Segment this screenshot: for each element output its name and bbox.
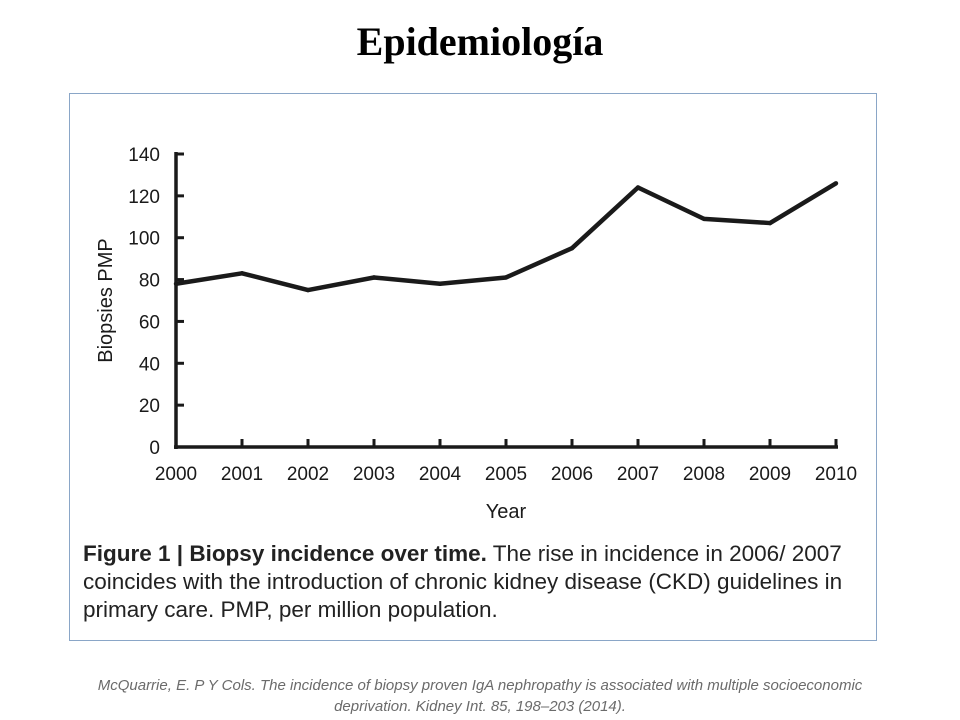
x-axis: 2000 2001 2002 2003 2004 2005 2006 2007 2008 2009…: [155, 439, 857, 485]
data-point: [569, 245, 575, 251]
x-tick-label: 2003: [353, 464, 395, 485]
x-tick-label: 2000: [155, 464, 197, 485]
data-point: [173, 281, 179, 286]
x-tick-label: 2008: [683, 464, 725, 485]
x-axis-label: Year: [486, 501, 527, 523]
data-point: [239, 271, 245, 276]
data-point: [437, 281, 443, 286]
x-tick-label: 2006: [551, 464, 593, 485]
figure-frame: 0 20 40 60 80 100 120 140 2000 2001 2002 2003 2004 2…: [69, 93, 877, 641]
x-tick-label: 2007: [617, 464, 659, 485]
data-point: [767, 220, 773, 226]
data-point: [635, 185, 641, 190]
data-point: [503, 275, 509, 280]
x-tick-label: 2004: [419, 464, 462, 485]
data-point: [371, 275, 377, 280]
citation-line-1: McQuarrie, E. P Y Cols. The incidence of…: [97, 677, 863, 694]
x-tick-label: 2005: [485, 464, 527, 485]
x-tick-label: 2001: [221, 464, 263, 485]
y-tick-label: 100: [128, 229, 160, 250]
citation: McQuarrie, E. P Y Cols. The incidence of…: [40, 675, 920, 717]
series-line: [175, 181, 838, 293]
data-point: [701, 216, 707, 222]
slide-title: Epidemiología: [356, 19, 604, 64]
figure-caption: Figure 1 | Biopsy incidence over time. T…: [83, 540, 868, 624]
y-tick-label: 20: [139, 396, 160, 417]
x-tick-label: 2010: [815, 464, 857, 485]
y-tick-label: 0: [149, 438, 160, 459]
y-tick-label: 60: [139, 312, 160, 333]
y-tick-label: 120: [128, 187, 160, 208]
series-group: [173, 181, 839, 293]
caption-heading: Figure 1 | Biopsy incidence over time.: [83, 541, 487, 566]
citation-line-2: deprivation. Kidney Int. 85, 198–203 (20…: [334, 698, 626, 715]
x-tick-label: 2002: [287, 464, 329, 485]
y-axis-label: Biopsies PMP: [95, 238, 117, 363]
y-tick-label: 80: [139, 271, 160, 292]
y-tick-label: 40: [139, 354, 160, 375]
x-tick-label: 2009: [749, 464, 791, 485]
caption-body: The rise in incidence in 2006/ 2007 coin…: [83, 541, 843, 622]
y-axis: 0 20 40 60 80 100 120 140: [128, 145, 184, 459]
data-point: [833, 181, 839, 186]
data-point: [305, 287, 311, 293]
y-tick-label: 140: [128, 145, 160, 166]
